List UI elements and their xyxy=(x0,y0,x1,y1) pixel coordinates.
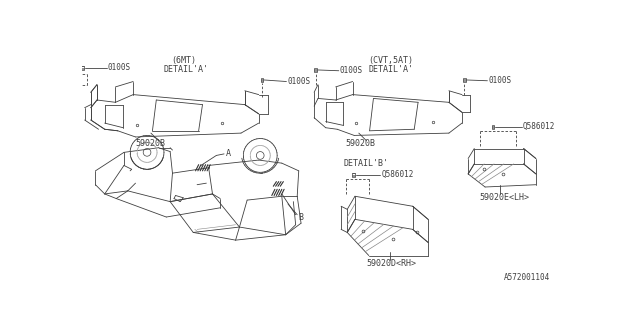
Bar xyxy=(81,66,84,69)
Text: DETAIL'B': DETAIL'B' xyxy=(344,159,388,168)
Text: A572001104: A572001104 xyxy=(504,273,550,282)
Text: 59020E<LH>: 59020E<LH> xyxy=(480,193,530,202)
Bar xyxy=(463,78,465,82)
Text: DETAIL'A': DETAIL'A' xyxy=(368,65,413,74)
Text: Q586012: Q586012 xyxy=(381,170,413,179)
Text: 0100S: 0100S xyxy=(488,76,511,85)
Text: 0100S: 0100S xyxy=(340,66,363,75)
Bar xyxy=(314,68,317,72)
Text: 59020B: 59020B xyxy=(136,139,166,148)
Bar xyxy=(352,173,355,177)
Text: 0100S: 0100S xyxy=(108,63,131,72)
Text: Q586012: Q586012 xyxy=(523,123,555,132)
Text: A: A xyxy=(225,149,230,158)
Text: DETAIL'A': DETAIL'A' xyxy=(164,65,209,74)
Text: 0100S: 0100S xyxy=(287,77,310,86)
Text: (6MT): (6MT) xyxy=(172,56,196,65)
Text: B: B xyxy=(299,212,304,221)
Text: 59020B: 59020B xyxy=(345,139,375,148)
Bar xyxy=(260,78,263,82)
Bar xyxy=(492,125,494,129)
Text: 59020D<RH>: 59020D<RH> xyxy=(367,259,417,268)
Text: (CVT,5AT): (CVT,5AT) xyxy=(368,56,413,65)
